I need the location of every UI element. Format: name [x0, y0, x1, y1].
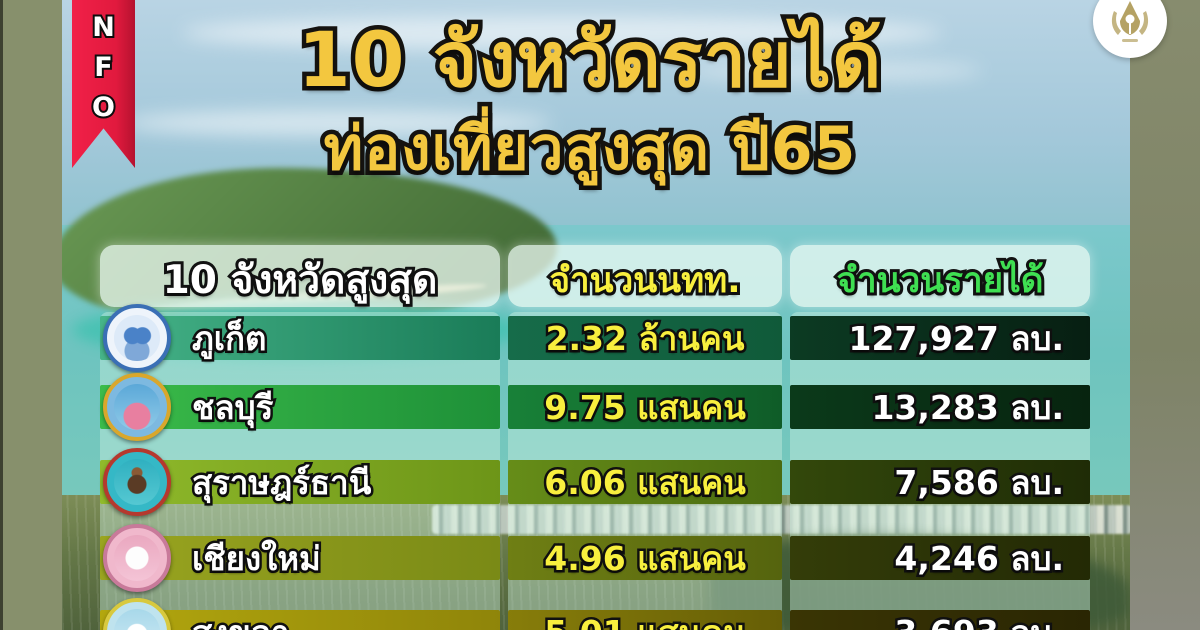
province-name: สงขลา [190, 606, 293, 630]
province-seal-phuket [103, 304, 171, 372]
income-value: 127,927 ลบ. [846, 316, 1066, 360]
income-value: 3,693 ลบ. [892, 606, 1067, 630]
seal-emblem [114, 315, 160, 361]
income-cell: 127,927 ลบ. [790, 316, 1090, 360]
pen-nib-icon [1111, 1, 1149, 42]
cloud-shape [682, 60, 982, 82]
info-ribbon-label: INFO [86, 0, 121, 134]
table-row: สงขลา 5.01 แสนคน 3,693 ลบ. [100, 610, 1090, 630]
visitors-cell: 6.06 แสนคน [508, 460, 782, 504]
visitors-value: 5.01 แสนคน [542, 606, 749, 630]
visitors-cell: 2.32 ล้านคน [508, 316, 782, 360]
ranking-table: 10 จังหวัดสูงสุด จำนวนนทท. จำนวนรายได้ ภ… [100, 0, 1090, 630]
province-seal-suratthani [103, 448, 171, 516]
cloud-shape [122, 110, 552, 136]
header-panel-visitors [508, 245, 782, 307]
header-panel-income [790, 245, 1090, 307]
visitors-value: 6.06 แสนคน [542, 460, 749, 504]
cloud-shape [182, 16, 942, 50]
province-name: เชียงใหม่ [190, 536, 324, 580]
table-row: ชลบุรี 9.75 แสนคน 13,283 ลบ. [100, 385, 1090, 429]
seal-emblem [114, 535, 160, 581]
left-border-strip [0, 0, 62, 630]
right-border-strip [1130, 0, 1200, 630]
visitors-value: 4.96 แสนคน [542, 536, 749, 580]
income-cell: 4,246 ลบ. [790, 536, 1090, 580]
seaside-town-strip [432, 505, 1130, 534]
income-value: 7,586 ลบ. [892, 460, 1067, 504]
page-title-line2: ท่องเที่ยวสูงสุด ปี65 [319, 110, 860, 189]
table-row: เชียงใหม่ 4.96 แสนคน 4,246 ลบ. [100, 536, 1090, 580]
seal-emblem [114, 609, 160, 630]
income-value: 4,246 ลบ. [892, 536, 1067, 580]
income-cell: 3,693 ลบ. [790, 610, 1090, 630]
page-title-line1: 10 จังหวัดรายได้ [293, 11, 886, 108]
province-name: ชลบุรี [189, 385, 275, 429]
visitors-value: 9.75 แสนคน [542, 385, 749, 429]
header-panel-province [100, 245, 500, 307]
seal-emblem [114, 384, 160, 430]
column-header-visitors: จำนวนนทท. [546, 258, 743, 304]
seal-emblem [114, 459, 160, 505]
province-cell: สงขลา [100, 610, 500, 630]
visitors-cell: 9.75 แสนคน [508, 385, 782, 429]
news-agency-logo [1093, 0, 1167, 58]
income-cell: 13,283 ลบ. [790, 385, 1090, 429]
column-header-province: 10 จังหวัดสูงสุด [160, 255, 441, 306]
column-header-income: จำนวนรายได้ [834, 258, 1047, 304]
visitors-cell: 4.96 แสนคน [508, 536, 782, 580]
province-seal-chonburi [103, 373, 171, 441]
income-value: 13,283 ลบ. [869, 385, 1067, 429]
visitors-value: 2.32 ล้านคน [543, 316, 747, 360]
visitors-cell: 5.01 แสนคน [508, 610, 782, 630]
table-row: สุราษฎร์ธานี 6.06 แสนคน 7,586 ลบ. [100, 460, 1090, 504]
income-cell: 7,586 ลบ. [790, 460, 1090, 504]
province-name: สุราษฎร์ธานี [189, 460, 373, 504]
province-seal-chiangmai [103, 524, 171, 592]
table-row: ภูเก็ต 2.32 ล้านคน 127,927 ลบ. [100, 316, 1090, 360]
province-name: ภูเก็ต [189, 316, 268, 360]
